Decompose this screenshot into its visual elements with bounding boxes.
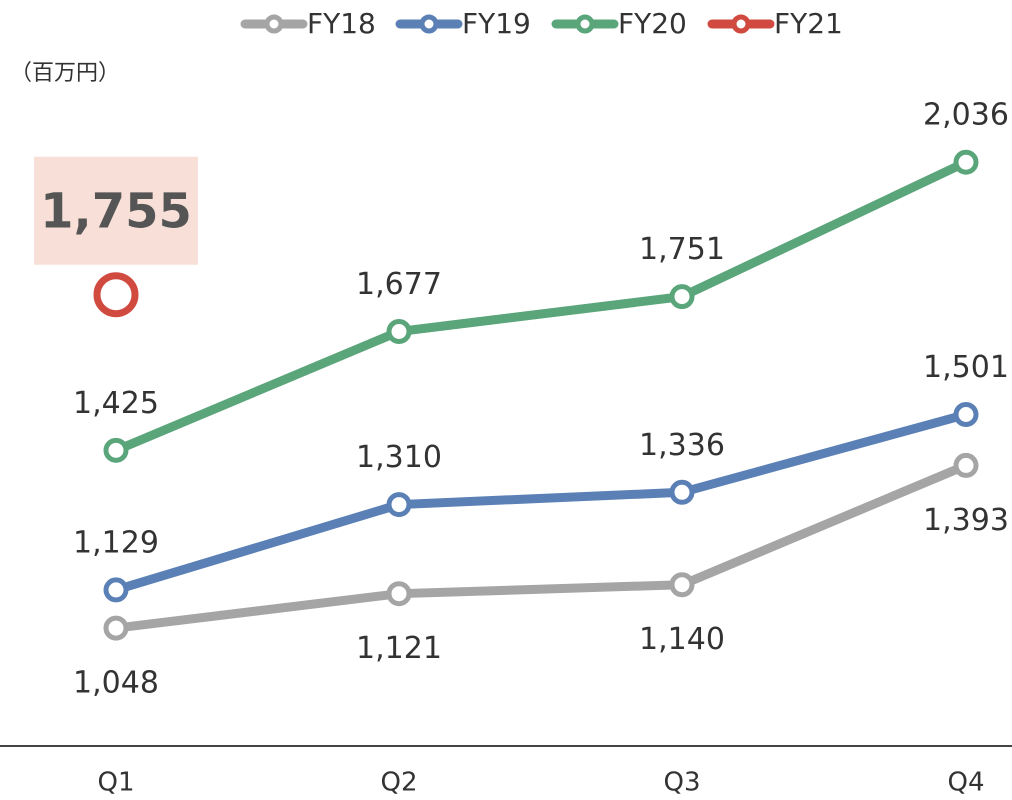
point <box>386 492 412 518</box>
y-axis-label: （百万円） <box>10 61 120 86</box>
x-tick-label: Q1 <box>97 768 134 798</box>
value-label: 1,501 <box>923 350 1009 385</box>
x-tick-label: Q3 <box>663 768 700 798</box>
value-label: 1,751 <box>639 232 725 267</box>
series-line <box>115 461 968 633</box>
point <box>103 437 129 463</box>
value-label: 1,140 <box>639 622 725 657</box>
point <box>953 149 979 175</box>
value-label: 1,129 <box>73 525 159 560</box>
legend-label: FY21 <box>774 7 843 40</box>
legend-marker <box>575 14 595 34</box>
legend-label: FY20 <box>618 7 687 40</box>
point <box>103 615 129 641</box>
series-line <box>114 410 968 595</box>
legend-marker <box>731 14 751 34</box>
legend-marker <box>419 14 439 34</box>
value-label: 1,310 <box>356 440 442 475</box>
value-label: 1,425 <box>73 386 159 421</box>
point <box>669 284 695 310</box>
value-label: 1,755 <box>40 184 192 240</box>
point <box>953 452 979 478</box>
value-label: 1,048 <box>73 666 159 701</box>
point <box>953 401 979 427</box>
value-label: 1,336 <box>639 428 725 463</box>
value-label: 2,036 <box>923 98 1009 133</box>
highlight-box <box>34 156 198 265</box>
legend-label: FY19 <box>462 7 531 40</box>
legend-marker <box>264 14 284 34</box>
x-tick-label: Q4 <box>947 768 984 798</box>
point <box>93 272 139 318</box>
value-label: 1,393 <box>923 503 1009 538</box>
point <box>103 577 129 603</box>
x-tick-label: Q2 <box>380 768 417 798</box>
point <box>669 572 695 598</box>
legend-label: FY18 <box>307 7 376 40</box>
series-line <box>114 158 968 455</box>
point <box>386 319 412 345</box>
value-label: 1,121 <box>356 631 442 666</box>
value-label: 1,677 <box>356 267 442 302</box>
point <box>669 479 695 505</box>
point <box>386 581 412 607</box>
